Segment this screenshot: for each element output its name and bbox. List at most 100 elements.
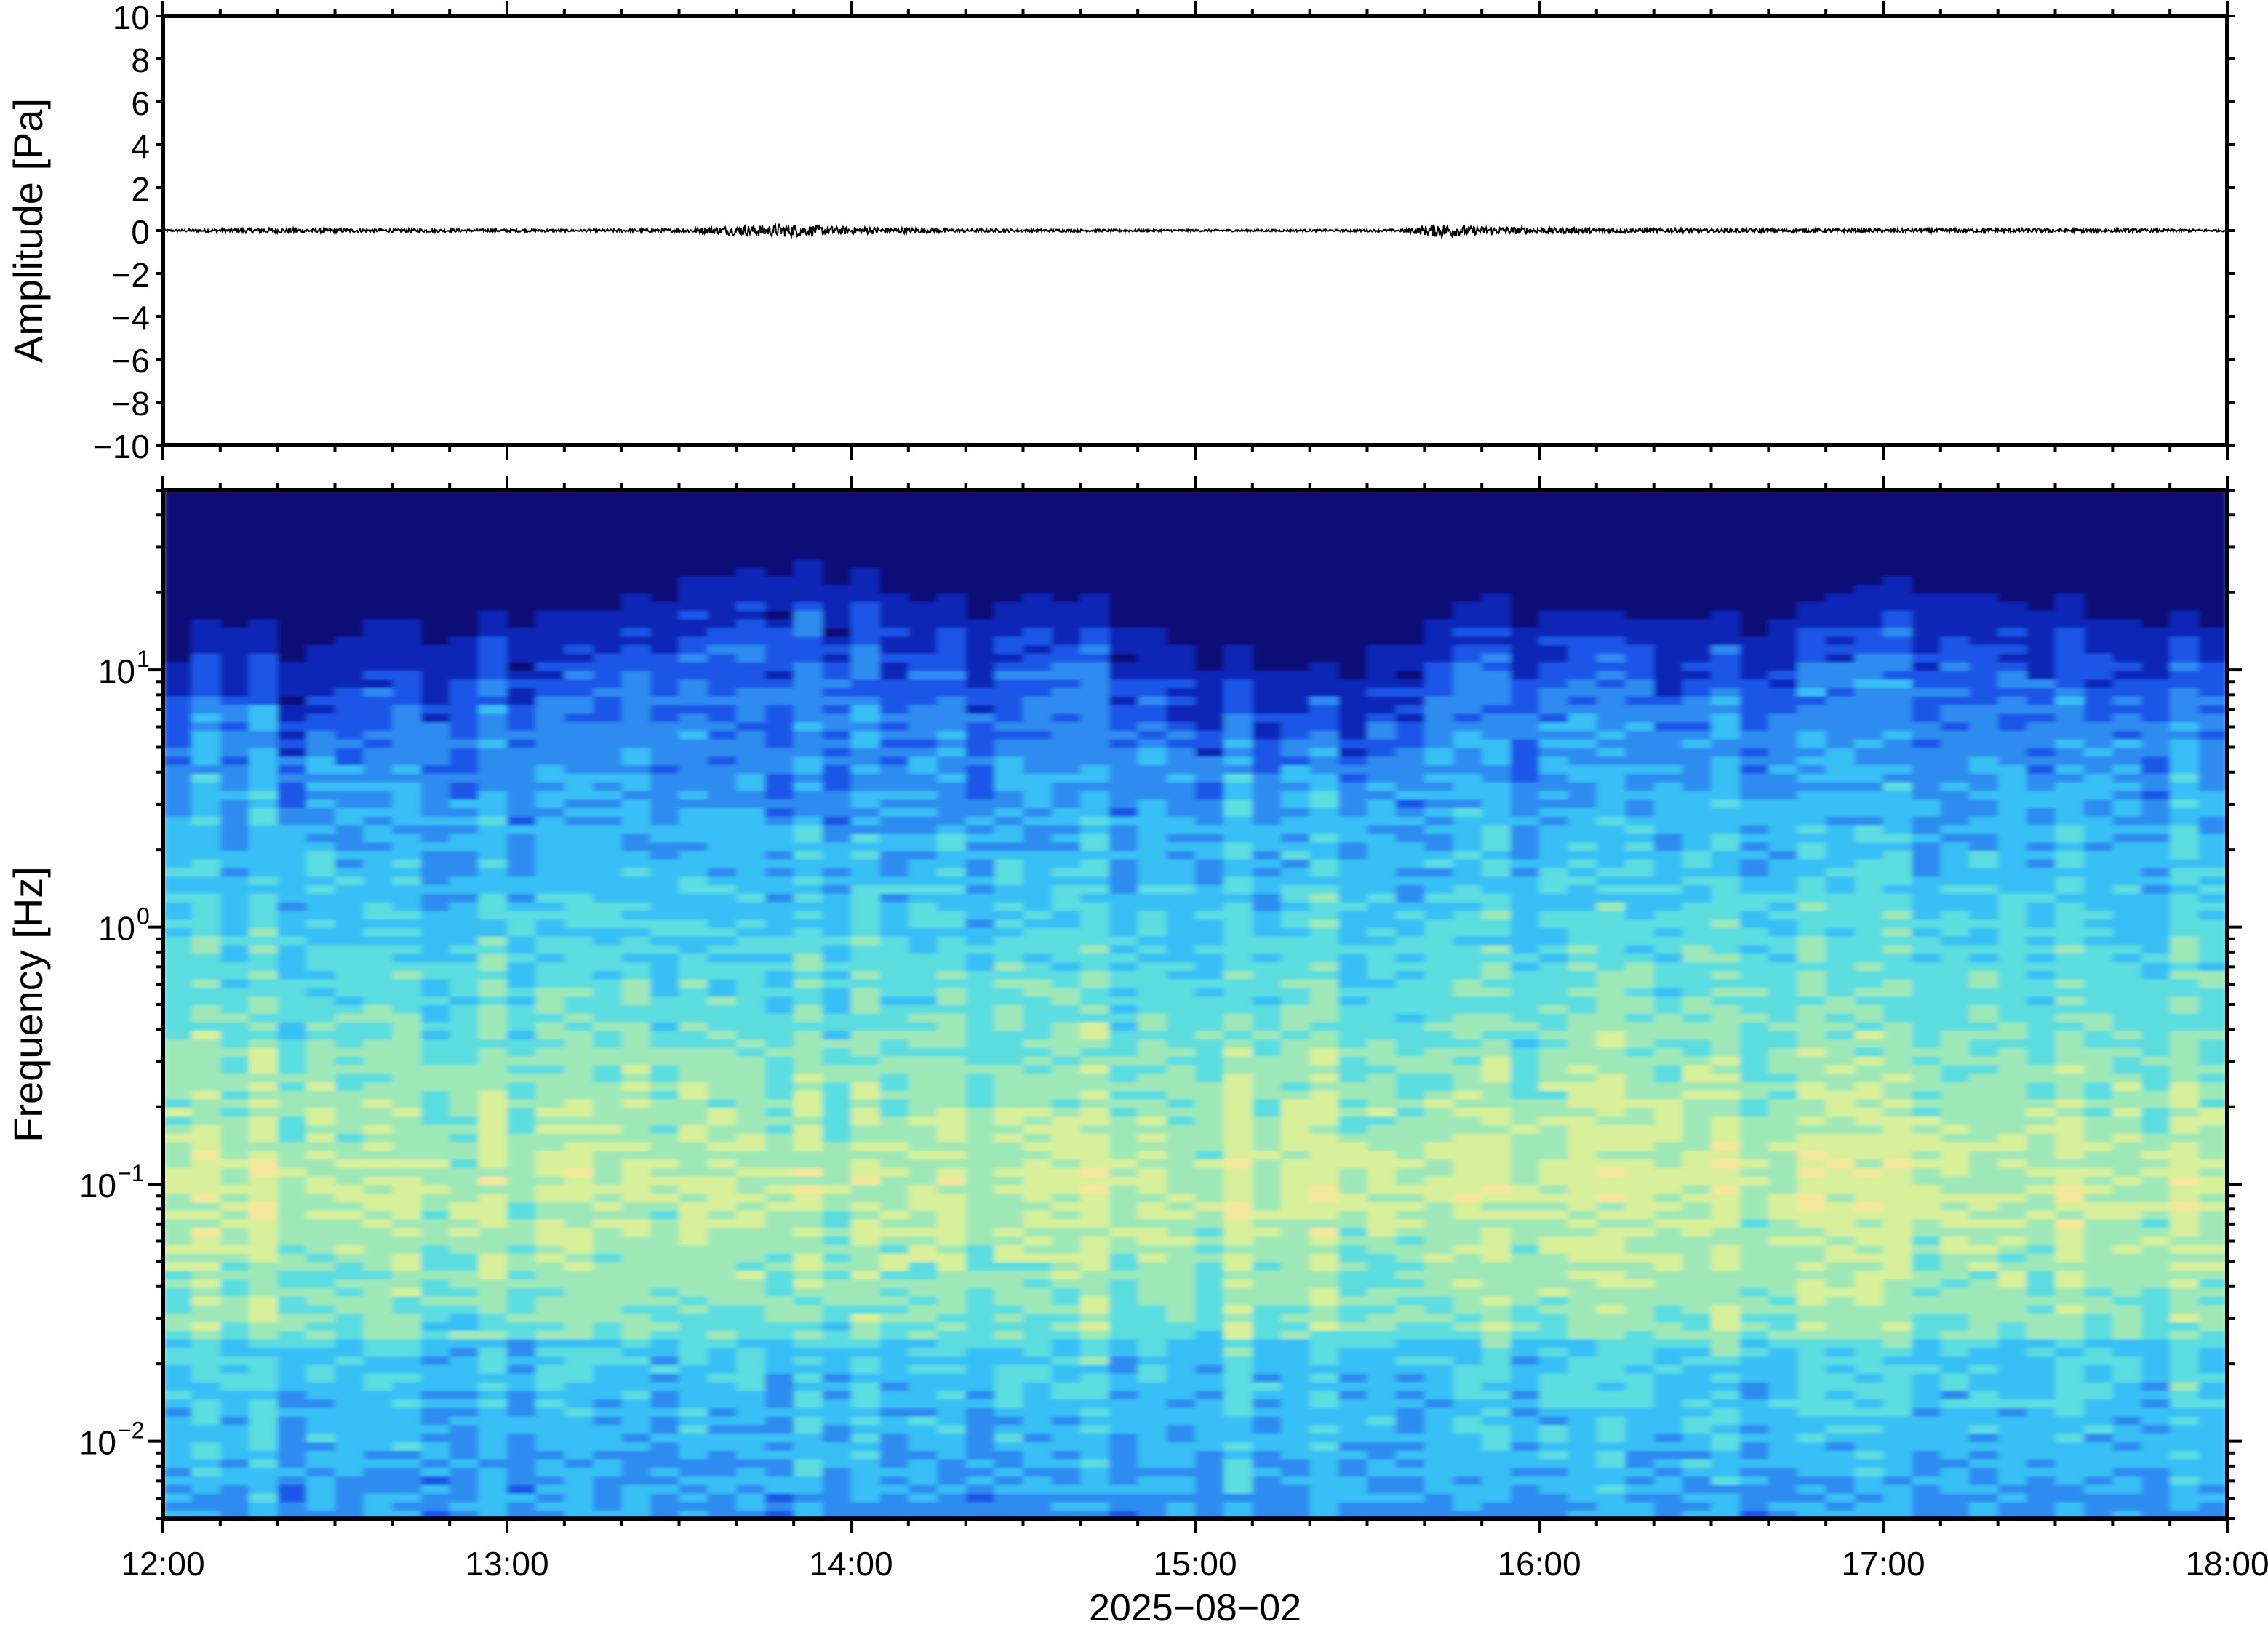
spectrogram-cell (479, 1150, 508, 1159)
spectrogram-cell (1167, 1364, 1196, 1374)
spectrogram-cell (249, 593, 278, 602)
spectrogram-cell (1080, 653, 1109, 663)
spectrogram-cell (794, 1064, 823, 1074)
spectrogram-cell (364, 876, 393, 885)
spectrogram-cell (392, 867, 421, 876)
spectrogram-cell (1023, 721, 1053, 731)
spectrogram-cell (937, 533, 966, 543)
spectrogram-cell (593, 713, 622, 722)
spectrogram-cell (622, 1347, 651, 1356)
spectrogram-cell (1253, 962, 1282, 971)
spectrogram-cell (736, 1244, 765, 1254)
spectrogram-cell (1195, 1347, 1224, 1356)
spectrogram-cell (479, 945, 508, 954)
spectrogram-cell (765, 1056, 794, 1066)
spectrogram-cell (306, 1347, 335, 1356)
spectrogram-cell (879, 585, 909, 594)
spectrogram-cell (1138, 1493, 1167, 1503)
spectrogram-cell (535, 1501, 564, 1511)
spectrogram-cell (1167, 593, 1196, 602)
spectrogram-cell (392, 1090, 421, 1100)
spectrogram-cell (1080, 1339, 1109, 1348)
spectrogram-cell (249, 773, 278, 783)
spectrogram-cell (1080, 1347, 1109, 1356)
spectrogram-cell (593, 748, 622, 757)
spectrogram-cell (909, 919, 938, 928)
spectrogram-cell (1023, 790, 1053, 799)
spectrogram-cell (564, 1107, 594, 1116)
spectrogram-cell (479, 670, 508, 679)
spectrogram-cell (507, 1099, 536, 1108)
spectrogram-cell (306, 910, 335, 919)
spectrogram-cell (622, 1244, 651, 1254)
spectrogram-cell (564, 739, 594, 748)
spectrogram-cell (1080, 1416, 1109, 1426)
spectrogram-cell (765, 1064, 794, 1074)
spectrogram-cell (679, 1253, 708, 1263)
spectrogram-cell (994, 996, 1023, 1005)
spectrogram-cell (736, 859, 765, 868)
spectrogram-cell (306, 1304, 335, 1314)
spectrogram-cell (306, 533, 335, 543)
spectrogram-cell (249, 644, 278, 654)
spectrogram-cell (364, 987, 393, 996)
spectrogram-cell (879, 1262, 909, 1271)
spectrogram-cell (879, 782, 909, 791)
spectrogram-cell (364, 1176, 393, 1186)
spectrogram-cell (535, 576, 564, 585)
spectrogram-cell (450, 636, 479, 645)
spectrogram-cell (220, 1296, 249, 1306)
spectrogram-cell (163, 730, 192, 740)
spectrogram-cell (851, 970, 880, 980)
spectrogram-cell (1281, 945, 1310, 954)
spectrogram-cell (736, 636, 765, 645)
spectrogram-cell (1167, 601, 1196, 611)
spectrogram-cell (823, 1476, 852, 1485)
spectrogram-cell (1052, 644, 1081, 654)
spectrogram-cell (364, 1347, 393, 1356)
spectrogram-cell (564, 1459, 594, 1468)
spectrogram-cell (994, 842, 1023, 851)
spectrogram-cell (909, 1304, 938, 1314)
spectrogram-cell (163, 1253, 192, 1263)
spectrogram-cell (909, 987, 938, 996)
spectrogram-cell (278, 1501, 307, 1511)
spectrogram-cell (909, 550, 938, 559)
spectrogram-cell (622, 687, 651, 697)
spectrogram-cell (1109, 619, 1138, 628)
spectrogram-cell (1195, 979, 1224, 988)
spectrogram-cell (1223, 585, 1253, 594)
spectrogram-cell (708, 945, 737, 954)
spectrogram-cell (1195, 610, 1224, 620)
spectrogram-cell (994, 644, 1023, 654)
spectrogram-cell (191, 1004, 220, 1014)
spectrogram-cell (994, 1219, 1023, 1228)
spectrogram-cell (1223, 962, 1253, 971)
spectrogram-cell (851, 1099, 880, 1108)
spectrogram-cell (1167, 628, 1196, 637)
spectrogram-cell (306, 721, 335, 731)
spectrogram-cell (1109, 1313, 1138, 1322)
spectrogram-cell (1223, 1313, 1253, 1322)
spectrogram-cell (823, 1364, 852, 1374)
spectrogram-cell (1310, 1390, 1339, 1399)
spectrogram-cell (1223, 593, 1253, 602)
spectrogram-cell (851, 936, 880, 946)
spectrogram-cell (650, 953, 679, 962)
spectrogram-cell (1023, 1056, 1053, 1066)
spectrogram-cell (622, 1116, 651, 1125)
spectrogram-cell (249, 1356, 278, 1365)
spectrogram-cell (708, 559, 737, 568)
spectrogram-cell (1080, 1459, 1109, 1468)
spectrogram-cell (507, 782, 536, 791)
spectrogram-cell (564, 1099, 594, 1108)
spectrogram-cell (1052, 636, 1081, 645)
spectrogram-cell (879, 1142, 909, 1151)
spectrogram-cell (851, 1167, 880, 1177)
spectrogram-cell (1195, 1073, 1224, 1082)
spectrogram-cell (1253, 610, 1282, 620)
spectrogram-cell (794, 1184, 823, 1194)
spectrogram-cell (823, 662, 852, 671)
spectrogram-cell (535, 927, 564, 937)
spectrogram-cell (564, 1004, 594, 1014)
